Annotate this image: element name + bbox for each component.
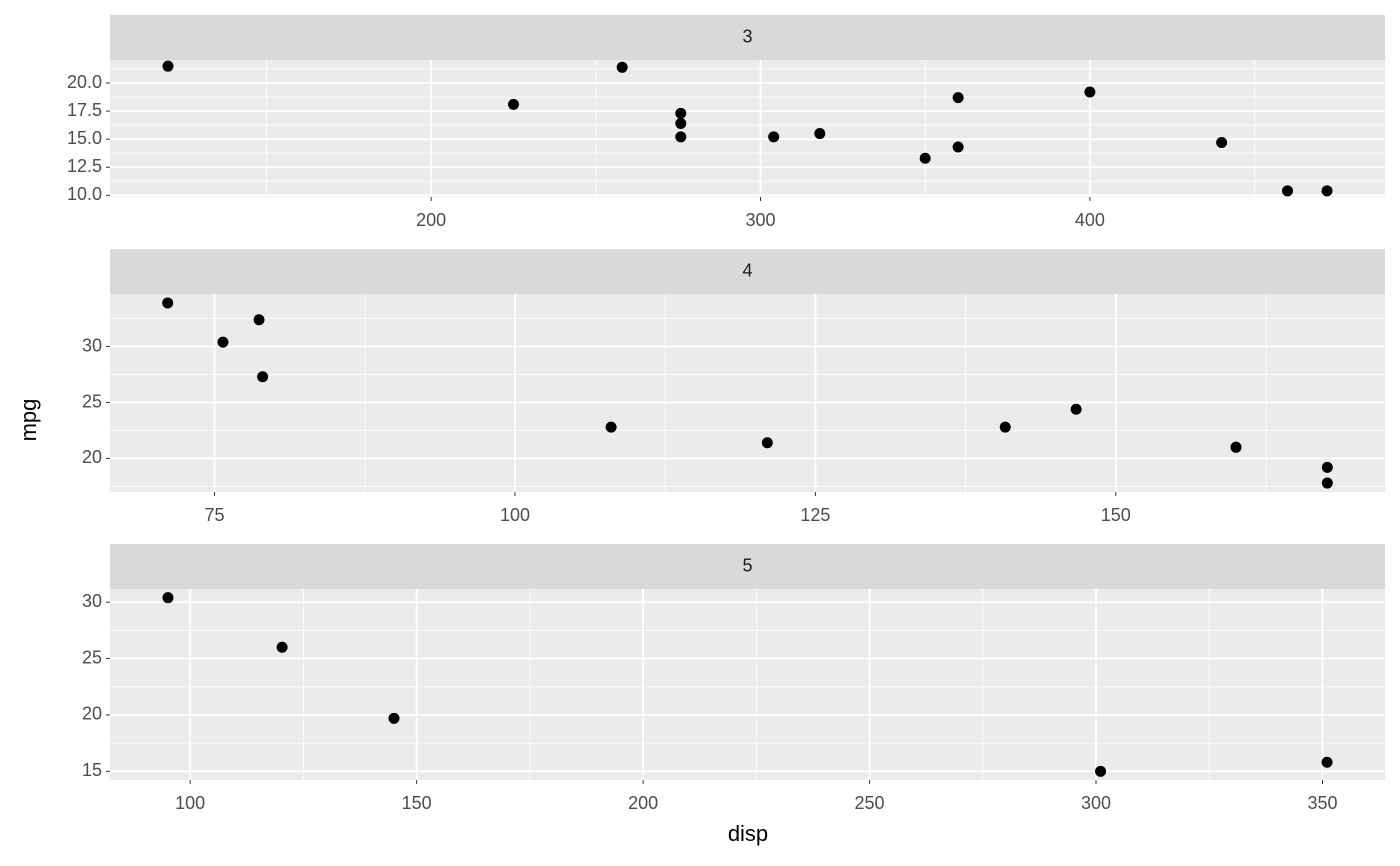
panel-background — [110, 60, 1385, 197]
point — [1282, 185, 1294, 197]
panel-background — [110, 294, 1385, 492]
point — [1095, 765, 1107, 777]
x-tick-label: 150 — [1101, 505, 1131, 525]
point — [952, 92, 964, 104]
point — [814, 128, 826, 140]
point — [605, 421, 617, 433]
strip-label: 5 — [742, 555, 752, 575]
x-tick-label: 300 — [745, 210, 775, 230]
point — [162, 592, 174, 604]
point — [162, 297, 174, 309]
point — [1216, 137, 1228, 149]
y-tick-label: 15.0 — [67, 128, 102, 148]
point — [675, 107, 687, 119]
point — [616, 61, 628, 73]
x-tick-label: 200 — [628, 793, 658, 813]
y-tick-label: 20.0 — [67, 72, 102, 92]
point — [162, 60, 174, 72]
x-tick-label: 300 — [1081, 793, 1111, 813]
point — [1321, 477, 1333, 489]
x-tick-label: 125 — [800, 505, 830, 525]
y-tick-label: 30 — [82, 335, 102, 355]
strip — [110, 544, 1385, 589]
x-tick-label: 150 — [402, 793, 432, 813]
point — [761, 437, 773, 449]
point — [507, 98, 519, 110]
strip-label: 3 — [742, 26, 752, 46]
y-tick-label: 17.5 — [67, 100, 102, 120]
y-tick-label: 25 — [82, 647, 102, 667]
strip — [110, 15, 1385, 60]
x-tick-label: 200 — [416, 210, 446, 230]
y-tick-label: 15 — [82, 760, 102, 780]
point — [217, 336, 229, 348]
y-tick-label: 30 — [82, 591, 102, 611]
point — [257, 371, 269, 383]
point — [388, 712, 400, 724]
y-axis-label: mpg — [16, 399, 41, 442]
panel-background — [110, 589, 1385, 780]
x-tick-label: 75 — [205, 505, 225, 525]
point — [1321, 756, 1333, 768]
y-tick-label: 12.5 — [67, 156, 102, 176]
point — [999, 421, 1011, 433]
x-tick-label: 350 — [1307, 793, 1337, 813]
point — [1321, 185, 1333, 197]
point — [952, 141, 964, 153]
point — [276, 641, 288, 653]
strip — [110, 249, 1385, 294]
point — [675, 117, 687, 129]
point — [1084, 86, 1096, 98]
x-tick-label: 250 — [855, 793, 885, 813]
strip-label: 4 — [742, 260, 752, 280]
x-tick-label: 400 — [1075, 210, 1105, 230]
point — [768, 131, 780, 143]
x-tick-label: 100 — [175, 793, 205, 813]
point — [1070, 403, 1082, 415]
point — [1321, 461, 1333, 473]
y-tick-label: 20 — [82, 447, 102, 467]
x-tick-label: 100 — [500, 505, 530, 525]
y-tick-label: 20 — [82, 704, 102, 724]
point — [919, 152, 931, 164]
x-axis-label: disp — [728, 821, 768, 846]
point — [1230, 441, 1242, 453]
y-tick-label: 25 — [82, 391, 102, 411]
point — [253, 314, 265, 326]
point — [675, 131, 687, 143]
y-tick-label: 10.0 — [67, 184, 102, 204]
